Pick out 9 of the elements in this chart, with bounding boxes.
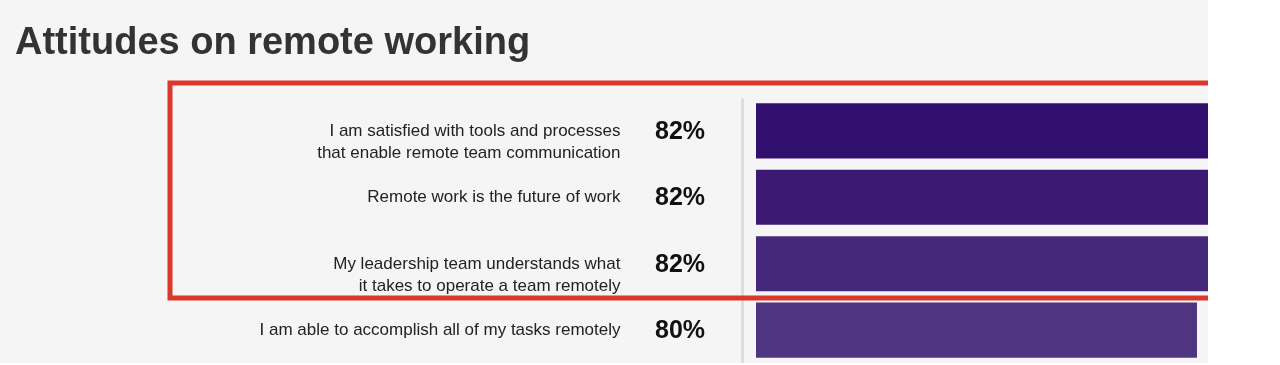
y-tick-label: I am able to accomplish all of my tasks remotely [259, 320, 621, 340]
y-tick-label: My leadership team understands what it takes to operate a team remotely [333, 253, 621, 295]
data-label: 80% [654, 315, 706, 344]
data-label: 82% [654, 115, 706, 144]
data-label: 82% [654, 248, 706, 277]
y-tick-label: Remote work is the future of work [367, 187, 621, 207]
data-label: 82% [654, 182, 706, 211]
text: Attitudes on remote working [15, 20, 531, 62]
y-tick-label: I am satisfied with tools and processes that enable remote team communication [317, 120, 621, 162]
